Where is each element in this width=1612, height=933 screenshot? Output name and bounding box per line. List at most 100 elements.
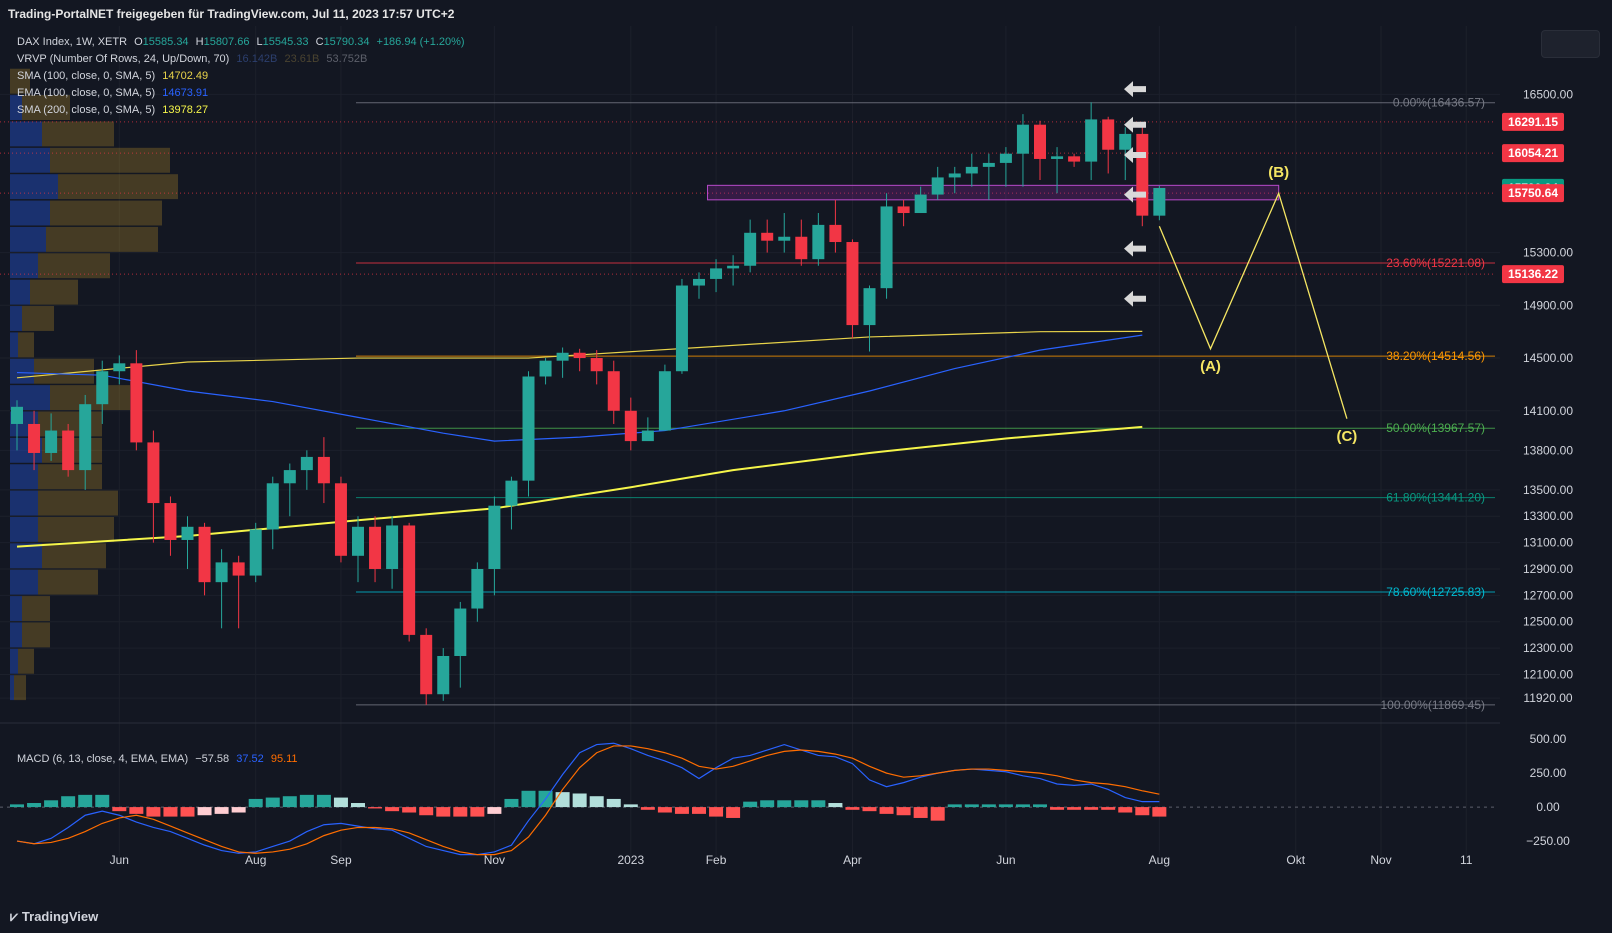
candle-body bbox=[300, 456, 313, 471]
candle-body bbox=[897, 206, 910, 214]
candle-body bbox=[1119, 133, 1132, 150]
candle-body bbox=[232, 562, 245, 576]
volume-profile-up-bar bbox=[10, 226, 46, 252]
macd-histogram-bar bbox=[316, 794, 331, 808]
candle-body bbox=[1102, 119, 1115, 150]
candle-body bbox=[727, 265, 740, 269]
candle-body bbox=[113, 363, 126, 372]
legend-sma200-value: 13978.27 bbox=[162, 104, 209, 116]
candle-body bbox=[1136, 133, 1149, 216]
fib-label: 38.20%(14514.56) bbox=[1386, 349, 1485, 363]
chart-menu-button[interactable] bbox=[1541, 30, 1600, 58]
candle-body bbox=[795, 236, 808, 260]
candle-body bbox=[965, 166, 978, 174]
macd-histogram-bar bbox=[1033, 804, 1047, 808]
volume-profile-up-bar bbox=[10, 306, 22, 331]
volume-profile-down-bar bbox=[38, 569, 98, 595]
macd-tick-label: 0.00 bbox=[1536, 800, 1560, 814]
macd-histogram-bar bbox=[606, 798, 621, 808]
price-tag-label: 16054.21 bbox=[1508, 146, 1558, 160]
arrow-left-icon bbox=[1124, 81, 1146, 98]
macd-histogram-bar bbox=[282, 796, 297, 808]
price-tick-label: 11920.00 bbox=[1523, 691, 1572, 705]
candle-body bbox=[931, 177, 944, 195]
candle-body bbox=[334, 483, 347, 556]
fib-levels: 0.00%(16436.57) 23.60%(15221.08) 38.20%(14… bbox=[0, 96, 1495, 712]
volume-profile-up-bar bbox=[10, 279, 30, 305]
macd-histogram-bar bbox=[521, 790, 536, 808]
candle-body bbox=[914, 194, 927, 214]
chart-background bbox=[0, 26, 1612, 906]
candle-body bbox=[556, 352, 569, 361]
legend-macd-v2: 37.52 bbox=[236, 753, 264, 765]
price-axis: 16500.00 15300.00 14900.00 14500.00 14100.00… bbox=[1523, 87, 1573, 705]
price-tag-bg bbox=[1502, 265, 1564, 284]
macd-histogram-bar bbox=[1152, 807, 1167, 817]
macd-histogram-bar bbox=[27, 803, 42, 808]
resistance-zone bbox=[707, 184, 1280, 201]
arrow-left-icon bbox=[1124, 290, 1146, 307]
price-tick-label: 14900.00 bbox=[1523, 298, 1573, 312]
macd-histogram-bar bbox=[453, 807, 468, 817]
macd-histogram-bar bbox=[402, 807, 417, 813]
chart-canvas[interactable]: 0.00%(16436.57) 23.60%(15221.08) 38.20%(14… bbox=[0, 26, 1612, 906]
price-tick-label: 12700.00 bbox=[1523, 588, 1573, 602]
price-tag-bg bbox=[1502, 144, 1564, 163]
macd-histogram-bar bbox=[760, 800, 775, 808]
macd-histogram-bar bbox=[862, 807, 877, 812]
macd-histogram-bar bbox=[368, 807, 383, 809]
macd-histogram-bar bbox=[180, 807, 195, 817]
candle-body bbox=[1016, 124, 1029, 154]
time-tick-label: Sep bbox=[330, 853, 352, 867]
macd-tick-label: 500.00 bbox=[1530, 732, 1567, 746]
candle-body bbox=[641, 430, 654, 442]
candle-body bbox=[283, 470, 296, 484]
volume-profile-down-bar bbox=[42, 121, 114, 147]
volume-profile-up-bar bbox=[10, 543, 42, 569]
volume-profile-down-bar bbox=[18, 332, 34, 358]
volume-profile-up-bar bbox=[10, 622, 22, 648]
legend-sma100-label: SMA (100, close, 0, SMA, 5) bbox=[17, 70, 156, 82]
candle-body bbox=[590, 358, 603, 372]
time-tick-label: Okt bbox=[1286, 853, 1305, 867]
macd-histogram-bar bbox=[61, 796, 76, 808]
time-tick-label: Jun bbox=[996, 853, 1015, 867]
macd-histogram-bar bbox=[470, 807, 485, 817]
volume-profile-down-bar bbox=[22, 596, 50, 621]
candle-body bbox=[215, 562, 228, 583]
legend-ohlc: DAX Index, 1W, XETR O15585.34 H15807.66 … bbox=[17, 36, 469, 48]
macd-histogram-bar bbox=[436, 807, 451, 817]
macd-histogram-bar bbox=[1067, 807, 1082, 810]
legend-sma200: SMA (200, close, 0, SMA, 5) 13978.27 bbox=[17, 104, 212, 116]
macd-histogram-bar bbox=[947, 804, 962, 808]
volume-profile-down-bar bbox=[38, 490, 118, 516]
macd-histogram-bar bbox=[1084, 807, 1099, 810]
macd-histogram-bar bbox=[299, 794, 314, 808]
wave-label: (A) bbox=[1200, 358, 1221, 375]
candle-body bbox=[249, 529, 262, 576]
candle-body bbox=[948, 173, 961, 178]
volume-profile-down-bar bbox=[14, 675, 26, 701]
time-axis: Jun Aug Sep Nov 2023 Feb Apr Jun Aug Okt Nov 11 bbox=[110, 853, 1473, 867]
candle-body bbox=[846, 242, 859, 326]
arrow-left-icon bbox=[1124, 147, 1146, 164]
signal-line bbox=[16, 745, 1160, 856]
macd-histogram-bar bbox=[504, 798, 519, 808]
candle-body bbox=[539, 360, 552, 377]
legend-open: 15585.34 bbox=[142, 36, 189, 48]
candle-body bbox=[403, 525, 416, 635]
candle-body bbox=[1068, 156, 1081, 162]
candle-body bbox=[812, 224, 825, 260]
macd-histogram-bar bbox=[385, 807, 400, 812]
macd-histogram-bar bbox=[777, 800, 792, 808]
tradingview-logo-icon: ⩗ bbox=[10, 908, 18, 924]
macd-histogram-bar bbox=[913, 807, 928, 818]
macd-histogram-bar bbox=[163, 807, 178, 817]
legend-open-label: O bbox=[134, 36, 143, 48]
brand-logo[interactable]: ⩗ TradingView bbox=[10, 908, 98, 925]
arrow-left-icon bbox=[1124, 240, 1146, 257]
volume-profile-up-bar bbox=[10, 332, 18, 358]
legend-close: 15790.34 bbox=[323, 36, 370, 48]
candle-body bbox=[420, 634, 433, 695]
candle-body bbox=[761, 232, 774, 241]
